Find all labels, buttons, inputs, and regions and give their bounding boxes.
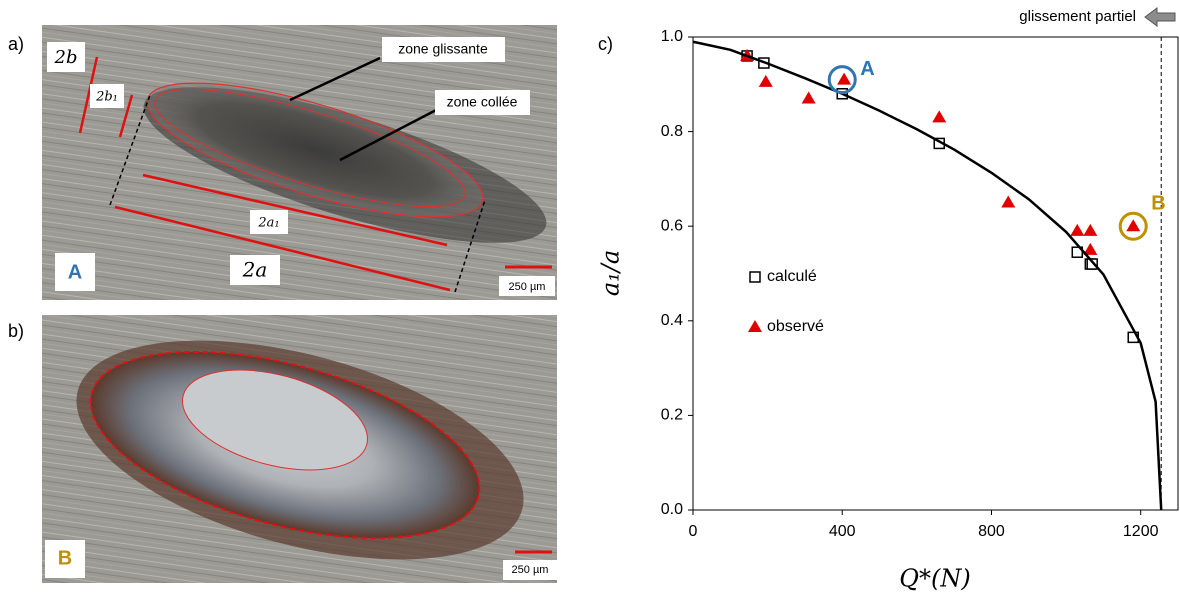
legend-label: calculé [767,268,817,285]
y-tick-label: 0.2 [661,407,683,424]
reference-label: glissement partiel [1019,8,1136,25]
y-tick-label: 1.0 [661,28,683,45]
x-axis-label: Q*(N) [899,565,970,593]
x-tick-label: 800 [978,523,1005,540]
arrow-icon [1144,7,1176,27]
point [801,91,816,104]
micrograph-b [42,315,557,583]
highlight-label: B [1151,192,1165,214]
highlight-label: A [860,58,874,80]
point [932,110,947,123]
point [1086,258,1098,270]
scale-bar-label: 250 µm [509,281,546,293]
fit-curve [692,40,1163,511]
panel-label: a) [8,34,24,54]
legend-label: observé [767,318,824,335]
point [1083,223,1098,236]
x-tick-label: 0 [689,523,698,540]
dimension: 2a₁ [257,216,279,231]
legend-marker [749,271,761,283]
y-tick-label: 0.8 [661,123,683,140]
y-tick-label: 0.4 [661,312,683,329]
callout: zone collée [447,94,518,110]
x-tick-label: 1200 [1123,523,1159,540]
y-axis-label: a₁/a [597,250,625,296]
legend-marker [748,320,762,332]
point [1070,223,1085,236]
scale-bar-label: 250 µm [512,564,549,576]
point [1083,242,1098,255]
plot-frame [692,36,1179,511]
x-tick-label: 400 [829,523,856,540]
micrograph-a [42,25,557,300]
panel-label: c) [598,34,613,54]
point [758,74,773,87]
panel-label: b) [8,321,24,341]
point [837,72,852,85]
point [1001,195,1016,208]
y-tick-label: 0.6 [661,217,683,234]
highlight-circle [827,65,857,95]
y-tick-label: 0.0 [661,501,683,518]
dimension: 2b [54,47,78,68]
callout: zone glissante [398,41,488,57]
panel-marker: A [68,261,82,283]
dimension: 2a [242,258,268,282]
dimension: 2b₁ [95,90,118,105]
panel-marker: B [58,547,72,569]
highlight-circle [1118,211,1148,241]
point [1126,219,1141,232]
